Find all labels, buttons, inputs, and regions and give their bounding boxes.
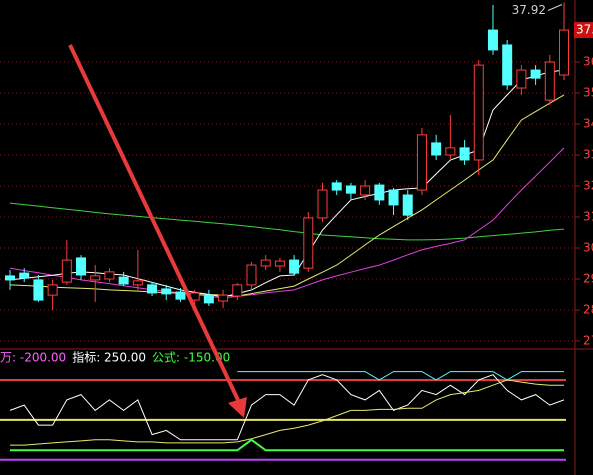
moving-average-line bbox=[9, 202, 565, 241]
candle-body bbox=[445, 147, 456, 156]
y-tick-label: 33 bbox=[583, 148, 593, 162]
y-tick-label: 32 bbox=[583, 179, 593, 193]
candle-body bbox=[331, 182, 342, 191]
y-tick-label: 36 bbox=[583, 55, 593, 69]
candle-body bbox=[374, 184, 385, 201]
indicator-label: 公式: -150.00 bbox=[152, 351, 230, 365]
candle-body bbox=[76, 257, 87, 276]
indicator-line bbox=[237, 371, 564, 381]
candle-body bbox=[118, 276, 129, 285]
candle-body bbox=[303, 217, 314, 269]
y-tick-label: 34 bbox=[583, 117, 593, 131]
y-tick-label: 27 bbox=[583, 334, 593, 348]
candle-body bbox=[431, 142, 442, 156]
indicator-label: 指标: 250.00 bbox=[72, 350, 146, 365]
indicator-line bbox=[9, 374, 565, 441]
candle-body bbox=[317, 189, 328, 219]
candle-body bbox=[19, 272, 30, 279]
arrow-shaft bbox=[68, 44, 240, 401]
candle-body bbox=[260, 259, 271, 267]
candle-body bbox=[218, 294, 229, 302]
candle-body bbox=[559, 29, 569, 76]
candle-body bbox=[388, 189, 399, 206]
candle-body bbox=[232, 284, 243, 297]
candle-body bbox=[33, 279, 44, 301]
candle-body bbox=[203, 294, 214, 304]
arrow-head bbox=[228, 397, 247, 418]
y-tick-label: 29 bbox=[583, 272, 593, 286]
current-price-label: 37.03 bbox=[576, 23, 593, 37]
candle-body bbox=[289, 259, 300, 274]
y-tick-label: 30 bbox=[583, 241, 593, 255]
candle-body bbox=[5, 275, 15, 281]
candle-body bbox=[147, 284, 158, 294]
candle-body bbox=[530, 69, 541, 79]
moving-average-line bbox=[9, 94, 565, 297]
y-tick-label: 28 bbox=[583, 303, 593, 317]
candle-body bbox=[360, 185, 371, 196]
candle-body bbox=[274, 260, 285, 267]
candle-body bbox=[345, 185, 356, 194]
candle-body bbox=[416, 134, 427, 191]
y-tick-label: 31 bbox=[583, 210, 593, 224]
indicator-line bbox=[10, 379, 564, 446]
indicator-line bbox=[10, 438, 564, 452]
candle-body bbox=[402, 194, 413, 216]
candle-body bbox=[175, 291, 186, 300]
moving-average-line bbox=[9, 147, 565, 299]
candle-body bbox=[104, 271, 115, 280]
moving-average-line bbox=[9, 69, 565, 298]
y-tick-label: 35 bbox=[583, 86, 593, 100]
candle-body bbox=[246, 264, 257, 286]
candle-body bbox=[90, 275, 101, 281]
candle-body bbox=[544, 61, 555, 101]
current-price-box bbox=[574, 22, 593, 39]
candle-body bbox=[516, 69, 527, 89]
candle-body bbox=[487, 29, 498, 51]
max-price-pointer bbox=[547, 4, 563, 11]
arrow-annotation bbox=[68, 44, 247, 418]
candle-body bbox=[502, 44, 513, 86]
candle-body bbox=[47, 284, 58, 296]
candle-body bbox=[61, 259, 72, 283]
candle-body bbox=[473, 64, 484, 161]
candle-body bbox=[132, 280, 143, 286]
max-price-label: 37.92 bbox=[512, 3, 546, 17]
candle-body bbox=[161, 288, 172, 295]
candle-body bbox=[459, 147, 470, 161]
indicator-label: 万: -200.00 bbox=[0, 351, 66, 365]
